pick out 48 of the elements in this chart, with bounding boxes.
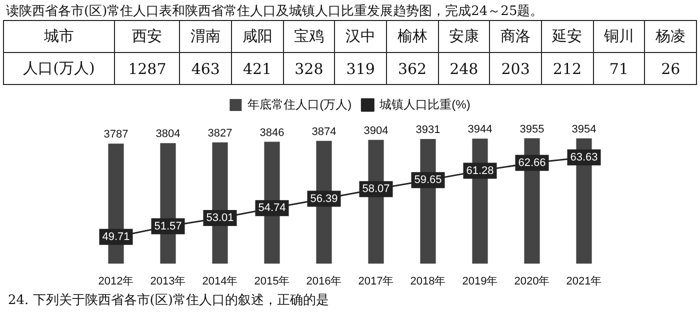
category-label: 榆林	[386, 20, 438, 52]
text: 读陕西省各市(区)常住人口表和陕西省常住人口及城镇人口比重发展趋势图，完成24～25题。	[5, 3, 544, 20]
category-label: 安康	[438, 20, 490, 52]
data-label: 3874	[312, 126, 336, 138]
data-label: 26	[644, 52, 696, 84]
legend-label: 年底常住人口(万人)	[248, 97, 352, 112]
data-label: 3931	[416, 124, 440, 136]
data-label: 1287	[114, 52, 180, 84]
category-label: 杨凌	[644, 20, 696, 52]
category-label: 商洛	[490, 20, 542, 52]
legend-label: 城镇人口比重(%)	[378, 97, 470, 112]
data-label: 203	[490, 52, 542, 84]
data-label: 3955	[520, 123, 544, 136]
data-label: 3944	[468, 124, 492, 136]
x-tick-label: 2014年	[202, 275, 238, 288]
category-label: 宝鸡	[283, 20, 335, 52]
data-label: 3954	[572, 123, 596, 136]
data-label: 362	[386, 52, 438, 84]
text: 24. 下列关于陕西省各市(区)常住人口的叙述，正确的是	[7, 292, 330, 309]
x-tick-label: 2021年	[566, 275, 602, 288]
x-tick-label: 2020年	[514, 275, 550, 288]
data-label: 3904	[364, 124, 388, 137]
x-tick-label: 2012年	[98, 275, 134, 288]
category-label: 铜川	[593, 20, 645, 52]
x-tick-label: 2017年	[358, 275, 394, 288]
data-label: 3827	[208, 127, 232, 140]
category-label: 延安	[541, 20, 594, 52]
data-label: 248	[438, 52, 490, 84]
category-label: 汉中	[334, 20, 386, 52]
category-label: 西安	[114, 20, 180, 52]
text: 城市	[4, 20, 114, 52]
category-label: 咸阳	[231, 20, 284, 52]
x-tick-label: 2016年	[306, 275, 342, 288]
data-label: 328	[283, 52, 335, 84]
text: 人口(万人)	[4, 52, 114, 84]
x-tick-label: 2015年	[254, 275, 290, 288]
data-label: 212	[541, 52, 594, 84]
data-label: 3846	[260, 126, 284, 139]
x-tick-label: 2013年	[150, 275, 186, 288]
data-label: 421	[231, 52, 284, 84]
data-label: 319	[334, 52, 386, 84]
data-label: 71	[593, 52, 645, 84]
x-tick-label: 2018年	[410, 275, 446, 288]
data-label: 3787	[104, 128, 128, 141]
x-tick-label: 2019年	[462, 275, 498, 288]
category-label: 渭南	[180, 20, 232, 52]
data-label: 3804	[156, 128, 180, 140]
data-label: 463	[180, 52, 232, 84]
